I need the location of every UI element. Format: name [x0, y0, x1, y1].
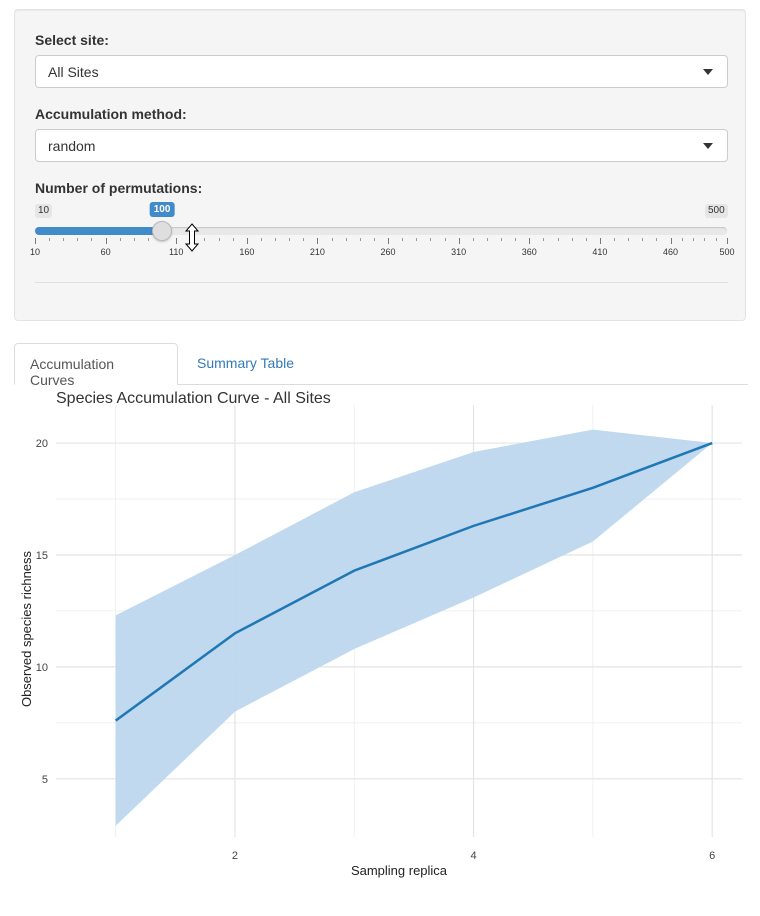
slider-minor-tick — [289, 238, 291, 241]
slider-tick-label: 410 — [592, 247, 608, 257]
y-tick-label: 10 — [36, 662, 48, 674]
slider-tick-label: 310 — [451, 247, 467, 257]
slider-minor-tick — [486, 238, 488, 241]
slider-minor-tick — [543, 238, 545, 241]
slider-minor-tick — [515, 238, 517, 241]
slider-minor-tick — [49, 238, 51, 241]
slider-minor-tick — [331, 238, 333, 241]
slider-minor-tick — [642, 238, 644, 241]
slider-tick — [317, 238, 319, 244]
slider-minor-tick — [63, 238, 65, 241]
slider-minor-tick — [501, 238, 503, 241]
tab-accumulation-curves[interactable]: Accumulation Curves — [14, 343, 178, 388]
slider-minor-tick — [373, 238, 375, 241]
slider-minor-tick — [715, 238, 717, 241]
slider-tick-label: 500 — [719, 247, 735, 257]
panel-divider — [35, 282, 728, 283]
x-tick-label: 4 — [471, 850, 477, 862]
chevron-down-icon — [703, 143, 713, 149]
slider-minor-tick — [557, 238, 559, 241]
slider-fill-bar — [35, 227, 163, 235]
slider-minor-tick — [232, 238, 234, 241]
sidebar-panel: Select site: All Sites Accumulation meth… — [14, 9, 746, 321]
tab-summary-table[interactable]: Summary Table — [197, 355, 295, 371]
slider-tick-label: 460 — [662, 247, 679, 257]
permutations-slider-track[interactable] — [35, 227, 727, 235]
slider-minor-tick — [656, 238, 658, 241]
slider-minor-tick — [614, 238, 616, 241]
accumulation-method-label: Accumulation method: — [35, 106, 187, 122]
slider-minor-tick — [345, 238, 347, 241]
permutations-slider-handle[interactable] — [152, 221, 173, 241]
method-select[interactable]: random — [35, 129, 728, 162]
slider-tick — [388, 238, 390, 244]
site-select-value: All Sites — [48, 64, 99, 80]
slider-minor-tick — [91, 238, 93, 241]
y-tick-label: 20 — [36, 438, 48, 450]
slider-minor-tick — [303, 238, 305, 241]
accumulation-chart: 2 4 6 5 10 15 20 Species Accumulation Curve -… — [19, 390, 742, 878]
slider-tick — [458, 238, 460, 244]
site-select[interactable]: All Sites — [35, 55, 728, 88]
y-axis-label: Observed species richness — [19, 550, 34, 707]
slider-tick — [105, 238, 107, 244]
slider-minor-tick — [133, 238, 135, 241]
select-site-label: Select site: — [35, 32, 109, 48]
slider-tick-label: 210 — [309, 247, 325, 257]
x-axis-label: Sampling replica — [351, 863, 448, 878]
slider-tick — [246, 238, 248, 244]
slider-minor-tick — [359, 238, 361, 241]
slider-minor-tick — [430, 238, 432, 241]
slider-minor-tick — [260, 238, 262, 241]
slider-minor-tick — [147, 238, 149, 241]
slider-tick-label: 160 — [239, 247, 255, 257]
slider-tick — [529, 238, 531, 244]
slider-minor-tick — [472, 238, 474, 241]
y-tick-label: 5 — [42, 774, 48, 786]
slider-tick — [599, 238, 601, 244]
permutations-label: Number of permutations: — [35, 180, 203, 196]
slider-minor-tick — [693, 238, 695, 241]
slider-tick-label: 360 — [521, 247, 537, 257]
slider-minor-tick — [275, 238, 277, 241]
slider-minor-tick — [402, 238, 404, 241]
slider-minor-tick — [681, 238, 683, 241]
slider-minor-tick — [628, 238, 630, 241]
slider-minor-tick — [704, 238, 706, 241]
slider-tick — [176, 238, 178, 244]
slider-minor-tick — [571, 238, 573, 241]
slider-minor-tick — [585, 238, 587, 241]
slider-minor-tick — [444, 238, 446, 241]
y-tick-label: 15 — [36, 550, 48, 562]
slider-tick — [670, 238, 672, 244]
slider-max-label: 500 — [705, 204, 728, 218]
slider-minor-tick — [77, 238, 79, 241]
slider-minor-tick — [119, 238, 121, 241]
confidence-band — [115, 429, 713, 826]
x-tick-label: 2 — [232, 850, 238, 862]
method-select-value: random — [48, 138, 96, 154]
slider-minor-tick — [416, 238, 418, 241]
x-tick-label: 6 — [709, 850, 715, 862]
slider-minor-tick — [218, 238, 220, 241]
mean-richness-line — [114, 441, 713, 722]
slider-tick-label: 260 — [380, 247, 396, 257]
chevron-down-icon — [703, 69, 713, 75]
slider-tick-label: 60 — [100, 247, 111, 257]
mouse-cursor-icon — [185, 223, 200, 252]
slider-value-label: 100 — [149, 202, 175, 217]
slider-min-label: 10 — [35, 204, 53, 218]
slider-minor-tick — [204, 238, 206, 241]
slider-tick — [727, 238, 728, 244]
slider-tick-label: 110 — [169, 247, 184, 257]
chart-title: Species Accumulation Curve - All Sites — [56, 390, 331, 407]
slider-tick — [35, 238, 36, 244]
tab-bar: Accumulation Curves Summary Table — [14, 343, 748, 388]
slider-tick-label: 10 — [29, 247, 41, 257]
